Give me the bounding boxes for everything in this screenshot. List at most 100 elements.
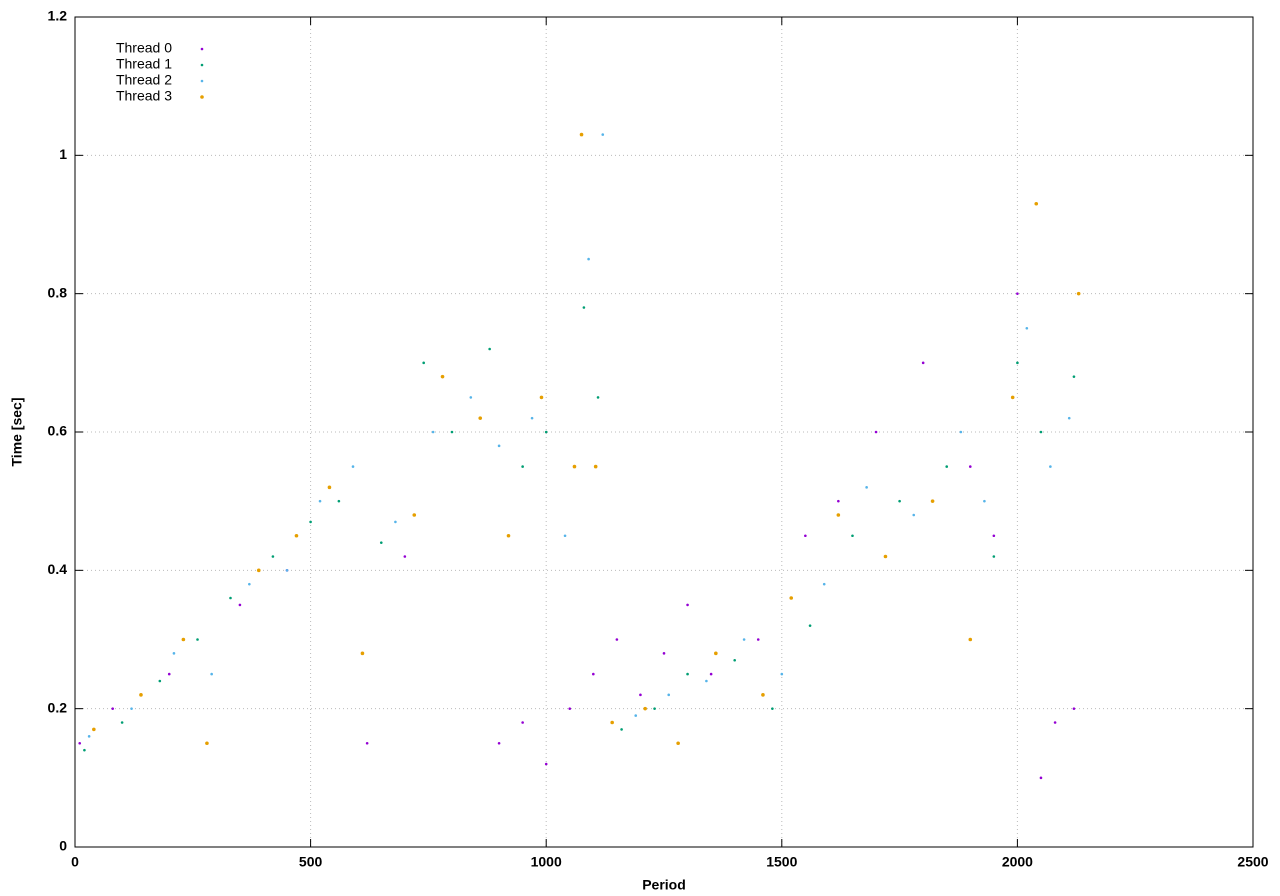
point [921, 361, 925, 365]
point [1010, 395, 1015, 400]
point [836, 513, 841, 517]
x-tick-label: 0 [71, 854, 79, 870]
point [1067, 416, 1071, 420]
point [1049, 465, 1052, 468]
point [912, 513, 916, 517]
point [92, 727, 96, 732]
point [851, 534, 854, 538]
point [582, 306, 586, 309]
point [837, 499, 840, 503]
point [761, 693, 765, 697]
point [172, 652, 176, 655]
point [705, 679, 708, 683]
point [431, 430, 435, 434]
point [968, 465, 972, 468]
point [593, 464, 598, 469]
legend-label: Thread 1 [116, 56, 172, 72]
point [403, 555, 407, 558]
point [643, 706, 647, 711]
point [181, 637, 186, 642]
point [506, 533, 511, 538]
point [469, 396, 473, 399]
y-axis-label: Time [sec] [9, 398, 25, 467]
point [337, 499, 341, 503]
point [898, 499, 901, 503]
point [587, 257, 590, 261]
point [579, 132, 584, 137]
point [601, 133, 605, 136]
point [394, 520, 397, 524]
point [196, 638, 199, 641]
point [205, 741, 209, 746]
x-tick-label: 2000 [1002, 854, 1033, 870]
legend-label: Thread 2 [116, 72, 172, 88]
point [1072, 707, 1076, 710]
point [1016, 292, 1019, 295]
legend-label: Thread 0 [116, 40, 172, 56]
point [158, 679, 162, 683]
point [130, 707, 133, 710]
point [615, 638, 619, 641]
point [1016, 361, 1019, 365]
point [111, 707, 114, 710]
point [686, 603, 689, 607]
point [440, 374, 445, 379]
point [572, 464, 577, 469]
point [1053, 721, 1057, 724]
legend-marker [200, 63, 204, 67]
point [620, 728, 623, 731]
point [959, 430, 963, 434]
point [327, 485, 332, 490]
point [530, 416, 534, 420]
point [294, 533, 299, 538]
point [808, 624, 812, 627]
point [238, 603, 242, 607]
point [714, 651, 718, 656]
point [488, 347, 491, 351]
point [285, 569, 289, 572]
point [662, 652, 666, 655]
point [639, 693, 642, 697]
x-tick-label: 1500 [766, 854, 797, 870]
point [568, 707, 572, 710]
point [686, 672, 689, 676]
x-tick-label: 1000 [531, 854, 562, 870]
point [771, 707, 774, 710]
point [1039, 776, 1043, 780]
point [822, 582, 826, 586]
point [930, 499, 935, 503]
point [804, 534, 807, 538]
point [592, 672, 595, 676]
point [992, 534, 996, 538]
y-tick-label: 1.2 [48, 8, 68, 24]
point [521, 465, 524, 468]
point [1072, 375, 1076, 378]
y-tick-label: 0 [59, 838, 67, 854]
y-tick-label: 0.4 [48, 561, 68, 577]
point [968, 637, 973, 642]
point [780, 672, 784, 676]
point [563, 534, 567, 538]
point [78, 741, 82, 745]
point [360, 651, 365, 656]
point [865, 486, 868, 489]
legend-label: Thread 3 [116, 88, 172, 104]
point [318, 499, 322, 503]
point [521, 721, 524, 724]
x-axis-label: Period [642, 877, 686, 893]
point [983, 499, 986, 503]
point [544, 762, 548, 766]
x-tick-label: 2500 [1237, 854, 1268, 870]
point [83, 748, 86, 752]
point [544, 430, 548, 434]
point [1076, 291, 1081, 296]
point [248, 582, 251, 586]
point [789, 596, 794, 600]
point [756, 638, 760, 641]
point [229, 596, 232, 600]
y-tick-label: 0.6 [48, 423, 68, 439]
point [87, 735, 91, 738]
point [676, 741, 680, 746]
y-tick-label: 0.2 [48, 699, 68, 715]
